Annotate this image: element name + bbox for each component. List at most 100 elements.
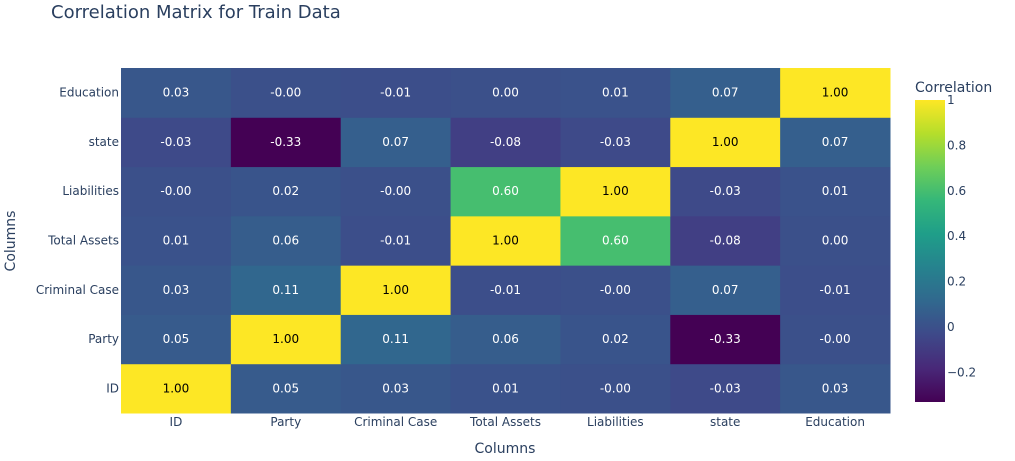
heatmap-cell-label: 0.01 — [163, 234, 190, 248]
heatmap-cell-label: -0.01 — [380, 86, 411, 100]
colorbar-title: Correlation — [915, 80, 992, 96]
heatmap-cell-label: 0.11 — [272, 283, 299, 297]
heatmap-cell-label: -0.00 — [820, 332, 851, 346]
heatmap-cell-label: 0.00 — [492, 86, 519, 100]
heatmap-cell — [340, 265, 452, 315]
heatmap-cell — [230, 117, 342, 168]
heatmap-cell — [670, 68, 781, 118]
heatmap-cell-label: -0.33 — [270, 135, 301, 149]
heatmap-cell — [340, 166, 452, 217]
heatmap-cell-label: -0.00 — [600, 381, 631, 395]
heatmap-cells — [121, 68, 891, 414]
x-axis-title: Columns — [475, 441, 536, 457]
heatmap-cell-label: 1.00 — [492, 234, 519, 248]
y-axis-title: Columns — [3, 211, 19, 272]
heatmap-cell-label: 0.05 — [163, 332, 190, 346]
y-axis-tick-labels: ID Party Criminal Case Total Assets Liabilit… — [36, 86, 119, 396]
heatmap-cell — [121, 265, 232, 315]
heatmap-cell — [121, 215, 232, 266]
y-axis-tick-label: Criminal Case — [36, 283, 119, 297]
colorbar-tick-labels: −0.2 0 0.2 0.4 0.6 0.8 1 — [947, 93, 976, 379]
colorbar — [915, 100, 945, 402]
heatmap-cell-label: 0.02 — [602, 332, 629, 346]
heatmap-cell — [780, 314, 891, 365]
colorbar-tick-label: 1 — [947, 93, 955, 107]
heatmap-cell — [121, 166, 232, 217]
heatmap-cell — [780, 265, 891, 315]
heatmap-cell-label: -0.01 — [380, 234, 411, 248]
heatmap-cell-label: -0.33 — [710, 332, 741, 346]
heatmap-cell-labels: 1.00 0.05 0.03 0.01 -0.00 -0.03 0.03 0.05 1.00 0.… — [160, 86, 850, 396]
colorbar-tick-label: 0.2 — [947, 275, 966, 289]
heatmap-cell-label: 1.00 — [822, 86, 849, 100]
heatmap-cell — [560, 363, 671, 414]
y-axis-tick-label: ID — [106, 381, 119, 395]
heatmap-cell-label: -0.00 — [160, 184, 191, 198]
colorbar-tick-label: 0 — [947, 320, 955, 334]
heatmap-cell — [670, 265, 781, 315]
heatmap-cell — [450, 314, 561, 365]
heatmap-cell-label: 0.03 — [163, 283, 190, 297]
heatmap-cell-label: 0.07 — [712, 283, 739, 297]
heatmap-cell-label: -0.01 — [490, 283, 521, 297]
heatmap-cell-label: 1.00 — [382, 283, 409, 297]
heatmap-cell-label: 0.01 — [602, 86, 629, 100]
y-axis-tick-label: state — [89, 135, 119, 149]
heatmap-cell — [450, 215, 561, 266]
heatmap-cell-label: 0.00 — [822, 234, 849, 248]
y-axis-tick-label: Party — [88, 332, 119, 346]
heatmap-cell — [560, 265, 671, 315]
heatmap-cell-label: -0.00 — [600, 283, 631, 297]
heatmap-cell — [780, 68, 891, 118]
x-axis-tick-label: ID — [170, 415, 183, 429]
heatmap-cell-label: -0.08 — [710, 234, 741, 248]
heatmap-cell-label: 0.07 — [712, 86, 739, 100]
heatmap-cell-label: -0.00 — [270, 86, 301, 100]
heatmap-cell-label: 0.01 — [822, 184, 849, 198]
heatmap-cell — [121, 68, 232, 118]
x-axis-tick-label: Education — [805, 415, 865, 429]
heatmap-cell-label: 0.07 — [382, 135, 409, 149]
y-axis-tick-label: Liabilities — [62, 184, 119, 198]
heatmap-cell-label: -0.00 — [380, 184, 411, 198]
heatmap-cell — [560, 68, 671, 118]
heatmap-cell — [450, 265, 561, 315]
heatmap-cell — [340, 314, 452, 365]
heatmap-cell — [121, 314, 232, 365]
colorbar-tick-label: 0.4 — [947, 229, 966, 243]
colorbar-tick-label: 0.8 — [947, 138, 966, 152]
heatmap-cell-label: 1.00 — [712, 135, 739, 149]
heatmap-cell — [670, 215, 781, 266]
heatmap-cell-label: 0.01 — [492, 381, 519, 395]
heatmap-cell — [121, 363, 232, 414]
heatmap-cell-label: 0.07 — [822, 135, 849, 149]
heatmap-cell-label: -0.08 — [490, 135, 521, 149]
heatmap-cell — [780, 215, 891, 266]
heatmap-cell — [670, 314, 781, 365]
heatmap-cell — [121, 117, 232, 168]
heatmap-cell-label: 0.06 — [492, 332, 519, 346]
heatmap-cell — [560, 166, 671, 217]
heatmap-cell — [670, 117, 781, 168]
x-axis-tick-label: Total Assets — [469, 415, 541, 429]
x-axis-tick-label: state — [710, 415, 740, 429]
heatmap-cell — [340, 117, 452, 168]
heatmap-cell — [670, 363, 781, 414]
x-axis-tick-labels: ID Party Criminal Case Total Assets Liabilit… — [170, 415, 865, 429]
heatmap-cell — [230, 68, 342, 118]
heatmap-cell-label: 0.60 — [602, 234, 629, 248]
heatmap-cell-label: 0.05 — [272, 381, 299, 395]
heatmap-cell — [450, 166, 561, 217]
heatmap-cell-label: 0.06 — [272, 234, 299, 248]
heatmap-cell-label: 1.00 — [272, 332, 299, 346]
heatmap-cell — [560, 215, 671, 266]
heatmap-cell-label: -0.03 — [710, 184, 741, 198]
heatmap-cell — [450, 68, 561, 118]
heatmap-cell — [450, 117, 561, 168]
heatmap-cell-label: 1.00 — [163, 381, 190, 395]
heatmap-cell — [230, 265, 342, 315]
heatmap-cell — [340, 215, 452, 266]
y-axis-tick-label: Total Assets — [47, 234, 119, 248]
heatmap-cell-label: 0.11 — [382, 332, 409, 346]
